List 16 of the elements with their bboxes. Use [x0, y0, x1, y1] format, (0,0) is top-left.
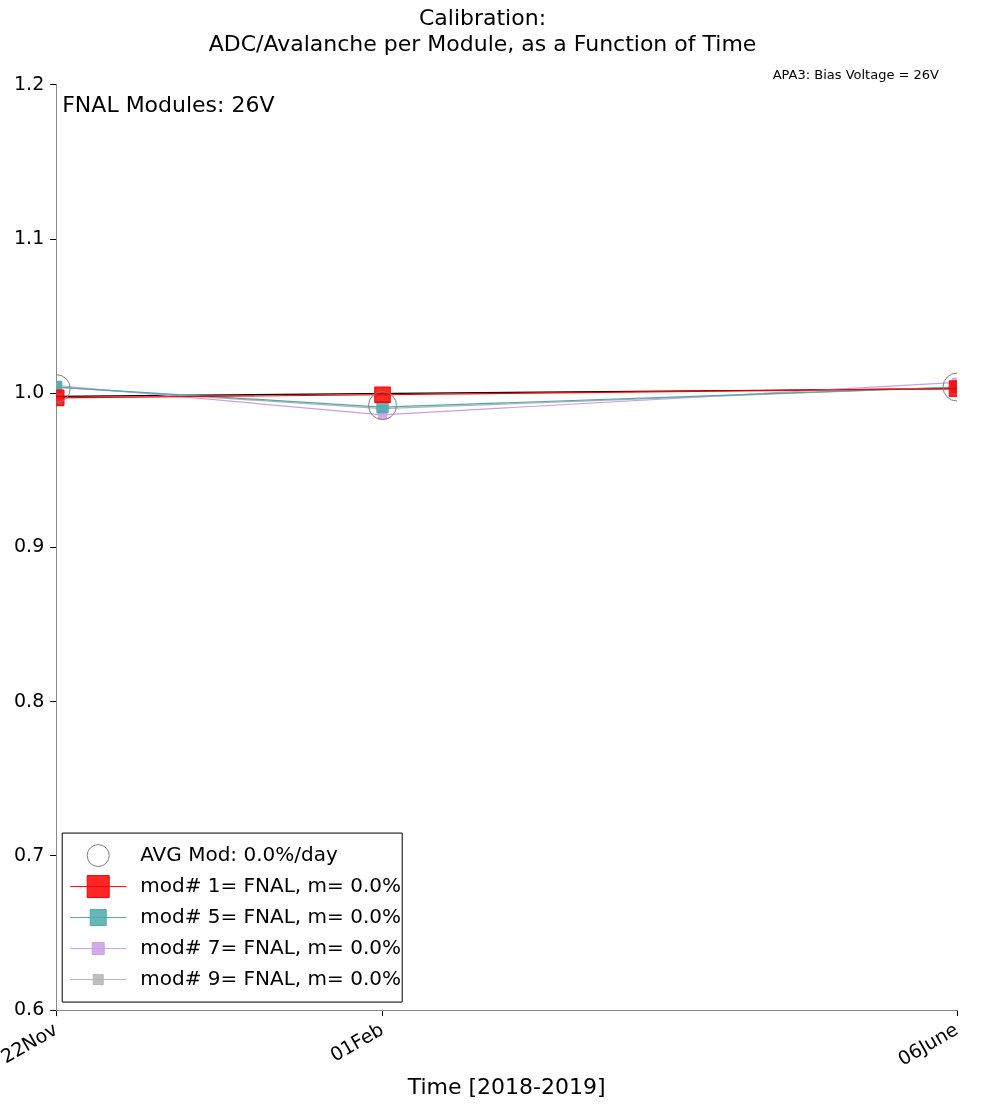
y-tick-label: 1.1: [14, 225, 45, 248]
y-tick-label: 0.8: [14, 688, 45, 711]
y-tick-label: 0.7: [14, 842, 45, 865]
y-tick-label: 0.6: [14, 997, 45, 1020]
chart-title: Calibration: ADC/Avalanche per Module, as a Function of Time: [208, 4, 757, 57]
legend-label: mod# 1= FNAL, m= 0.0%: [140, 872, 401, 897]
y-tick-label: 1.2: [14, 71, 45, 94]
legend-label: AVG Mod: 0.0%/day: [140, 841, 338, 866]
y-tick-label: 0.9: [14, 534, 45, 557]
annotation: FNAL Modules: 26V: [62, 91, 275, 117]
y-tick-label: 1.0: [14, 380, 45, 403]
legend-label: mod# 5= FNAL, m= 0.0%: [140, 903, 401, 928]
x-axis-title: Time [2018-2019]: [406, 1073, 606, 1099]
legend-label: mod# 9= FNAL, m= 0.0%: [140, 965, 401, 990]
text: APA3: Bias Voltage = 26V: [772, 66, 940, 82]
legend-label: mod# 7= FNAL, m= 0.0%: [140, 934, 401, 959]
